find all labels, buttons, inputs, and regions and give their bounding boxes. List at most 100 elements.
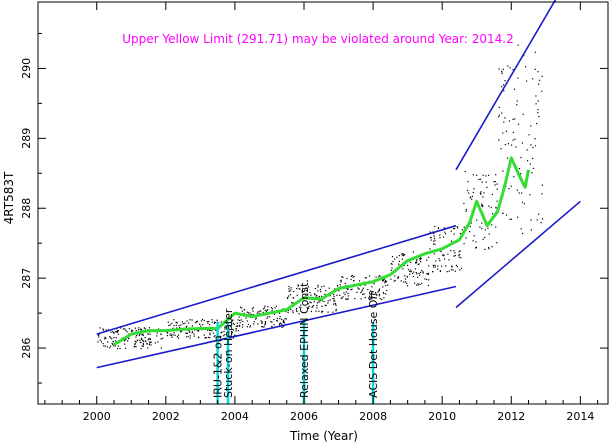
data-point xyxy=(518,168,521,170)
data-point xyxy=(332,311,334,313)
data-point xyxy=(169,334,171,336)
event-label: ACIS Det House Off xyxy=(367,292,380,398)
x-tick-label: 2008 xyxy=(359,410,387,423)
data-point xyxy=(149,338,151,341)
data-point xyxy=(339,284,341,286)
data-point xyxy=(319,300,321,302)
data-point xyxy=(375,276,377,278)
data-point xyxy=(439,270,442,272)
data-point xyxy=(283,325,285,328)
data-point xyxy=(288,285,290,288)
data-point xyxy=(146,343,148,345)
data-point xyxy=(421,282,423,284)
data-point xyxy=(241,307,243,309)
data-point xyxy=(110,345,112,347)
data-point xyxy=(450,230,452,232)
data-point xyxy=(255,317,257,319)
x-tick-label: 2000 xyxy=(83,410,111,423)
data-point xyxy=(213,336,215,338)
data-point xyxy=(97,341,99,343)
data-point xyxy=(290,289,292,291)
data-point xyxy=(333,295,335,298)
data-point xyxy=(293,290,295,293)
data-point xyxy=(327,311,329,313)
data-point xyxy=(252,313,254,316)
data-point xyxy=(522,113,524,115)
data-point xyxy=(487,246,490,249)
data-point xyxy=(469,225,471,228)
data-point xyxy=(537,112,539,114)
data-point xyxy=(432,271,434,273)
data-point xyxy=(148,327,151,329)
lower-projection-line xyxy=(455,200,581,309)
data-point xyxy=(495,174,497,176)
data-point xyxy=(346,277,348,280)
data-point xyxy=(385,280,387,283)
data-point xyxy=(470,222,472,224)
data-point xyxy=(371,291,373,293)
data-point xyxy=(297,284,299,286)
data-point xyxy=(428,279,430,281)
data-point xyxy=(232,322,234,324)
data-point xyxy=(429,248,431,250)
data-point xyxy=(103,345,105,347)
data-point xyxy=(275,305,277,307)
event-label: IRU-1&2 on xyxy=(212,335,225,398)
data-point xyxy=(147,339,149,341)
data-point xyxy=(191,331,194,333)
data-point xyxy=(512,118,514,120)
data-point xyxy=(315,296,317,298)
data-point xyxy=(417,276,419,278)
data-point xyxy=(169,324,171,326)
data-point xyxy=(371,293,373,295)
data-point xyxy=(270,320,272,323)
data-point xyxy=(404,281,407,283)
data-point xyxy=(505,130,508,132)
data-point xyxy=(119,347,121,350)
data-point xyxy=(233,323,235,326)
data-point xyxy=(350,289,352,291)
data-point xyxy=(109,347,111,349)
data-point xyxy=(305,295,307,297)
data-point xyxy=(390,269,392,271)
data-point xyxy=(451,266,453,268)
data-point xyxy=(351,274,353,276)
data-point xyxy=(134,340,136,342)
data-point xyxy=(458,256,460,258)
data-point xyxy=(328,287,330,289)
data-point xyxy=(433,235,435,237)
data-point xyxy=(287,296,289,298)
data-point xyxy=(520,228,522,230)
data-point xyxy=(500,148,502,150)
data-point xyxy=(232,329,235,331)
data-point xyxy=(139,333,141,335)
data-point xyxy=(407,269,410,271)
data-point xyxy=(534,68,536,70)
data-point xyxy=(506,157,509,159)
data-point xyxy=(437,227,440,229)
data-point xyxy=(229,325,232,327)
data-point xyxy=(290,287,292,289)
data-point xyxy=(264,322,266,324)
data-point xyxy=(232,337,235,339)
data-point xyxy=(299,288,301,290)
data-point xyxy=(534,51,536,53)
data-point xyxy=(483,192,485,194)
data-point xyxy=(105,337,107,339)
data-point xyxy=(443,254,445,256)
data-point xyxy=(482,174,484,176)
event-label: Stuck-on Heater xyxy=(222,308,235,398)
data-point xyxy=(509,67,511,69)
data-point xyxy=(189,319,191,321)
data-point xyxy=(442,254,444,256)
data-point xyxy=(271,310,273,312)
data-point xyxy=(230,322,232,324)
data-point xyxy=(173,325,175,327)
data-point xyxy=(263,326,265,328)
data-point xyxy=(276,317,278,320)
data-point xyxy=(390,278,392,280)
data-point xyxy=(112,343,114,346)
data-point xyxy=(307,294,309,296)
data-point xyxy=(510,218,513,220)
data-point xyxy=(300,304,302,306)
